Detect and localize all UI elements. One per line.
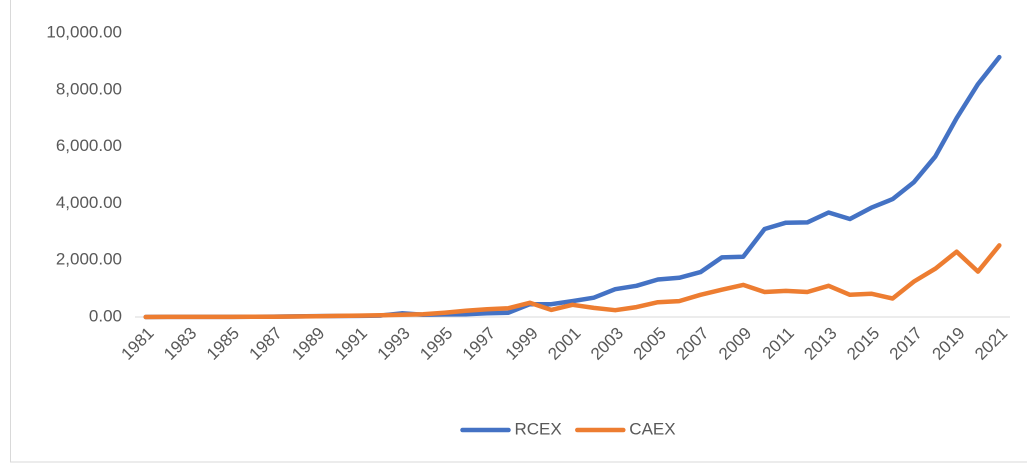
x-tick-label: 2011	[759, 324, 798, 363]
x-tick-label: 2019	[928, 324, 968, 364]
x-tick-label: 1991	[331, 324, 371, 364]
y-tick-label: 10,000.00	[46, 22, 122, 41]
x-tick-label: 2003	[587, 324, 627, 364]
x-tick-label: 1987	[246, 324, 286, 364]
x-tick-label: 2017	[886, 324, 926, 364]
x-tick-label: 1989	[288, 324, 328, 364]
y-tick-label: 4,000.00	[56, 193, 122, 212]
x-tick-label: 1983	[160, 324, 200, 364]
x-tick-label: 2021	[971, 324, 1011, 364]
x-tick-label: 2009	[715, 324, 755, 364]
x-tick-label: 1985	[203, 324, 243, 364]
x-tick-label: 1995	[416, 324, 456, 364]
legend-label: CAEX	[629, 419, 675, 438]
x-tick-label: 2013	[800, 324, 840, 364]
x-tick-label: 2001	[544, 324, 584, 364]
chart-border	[11, 0, 1027, 462]
x-tick-label: 2005	[630, 324, 670, 364]
legend-label: RCEX	[515, 419, 562, 438]
y-tick-label: 8,000.00	[56, 79, 122, 98]
x-tick-label: 2007	[672, 324, 712, 364]
y-tick-label: 6,000.00	[56, 136, 122, 155]
x-tick-label: 2015	[843, 324, 883, 364]
x-tick-label: 1997	[459, 324, 499, 364]
y-tick-label: 2,000.00	[56, 250, 122, 269]
y-tick-label: 0.00	[89, 306, 122, 325]
line-series	[146, 245, 1000, 317]
x-tick-label: 1981	[117, 324, 157, 364]
line-series	[146, 57, 1000, 317]
x-tick-label: 1999	[502, 324, 542, 364]
x-tick-label: 1993	[374, 324, 414, 364]
